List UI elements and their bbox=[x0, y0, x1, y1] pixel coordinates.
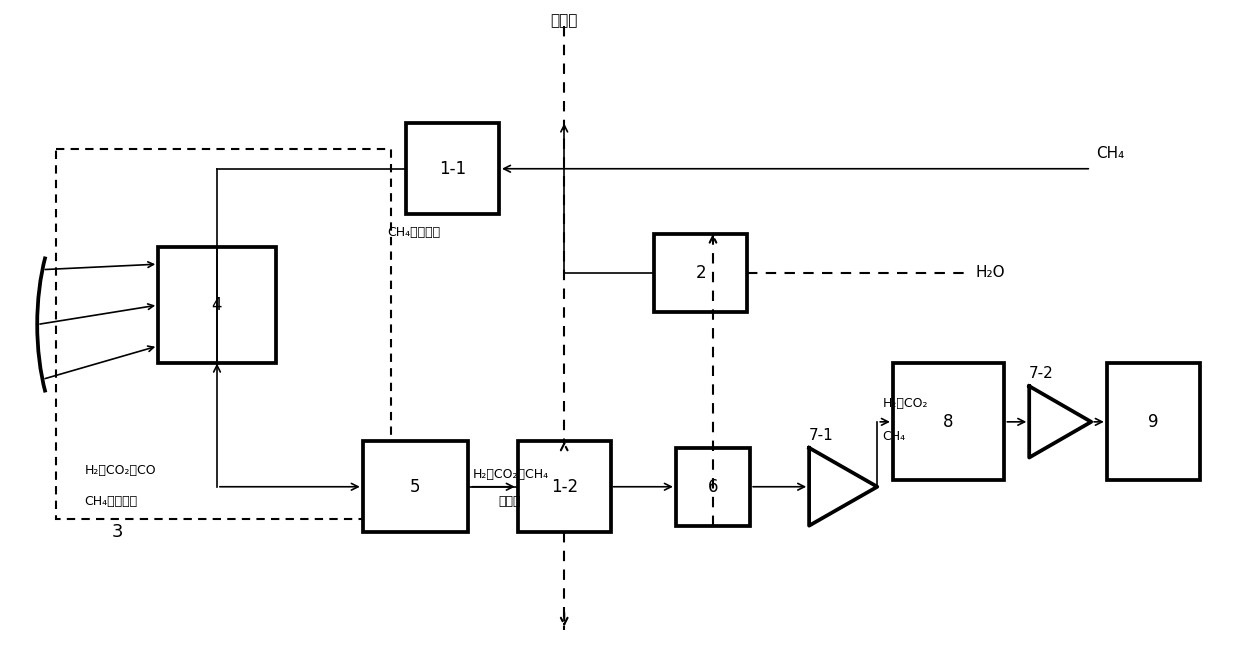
Text: CH₄: CH₄ bbox=[1096, 146, 1125, 161]
Text: 冷却水: 冷却水 bbox=[551, 13, 578, 28]
Bar bbox=[56, 149, 391, 519]
Text: 2: 2 bbox=[696, 263, 706, 282]
Text: 3: 3 bbox=[112, 523, 124, 541]
Text: 6: 6 bbox=[708, 478, 718, 496]
Text: CH₄: CH₄ bbox=[883, 430, 905, 443]
Text: H₂、CO₂、CH₄: H₂、CO₂、CH₄ bbox=[474, 468, 549, 481]
Text: 7-2: 7-2 bbox=[1029, 366, 1054, 381]
Bar bbox=[407, 123, 498, 214]
Text: 9: 9 bbox=[1148, 413, 1158, 431]
Bar bbox=[893, 363, 1004, 480]
Text: 8: 8 bbox=[944, 413, 954, 431]
Bar bbox=[159, 247, 275, 363]
Bar bbox=[1107, 363, 1200, 480]
Text: 5: 5 bbox=[410, 478, 420, 496]
Text: 1-2: 1-2 bbox=[551, 478, 578, 496]
Bar bbox=[676, 448, 750, 526]
Text: CH₄和水蒸气: CH₄和水蒸气 bbox=[387, 226, 440, 239]
Text: 4: 4 bbox=[212, 296, 222, 314]
Text: H₂、CO₂: H₂、CO₂ bbox=[883, 397, 928, 410]
Text: 1-1: 1-1 bbox=[439, 160, 466, 178]
Text: 水蒸气: 水蒸气 bbox=[498, 495, 521, 508]
Text: CH₄和水蒸气: CH₄和水蒸气 bbox=[84, 495, 138, 508]
Bar bbox=[363, 441, 469, 532]
Text: H₂、CO₂、CO: H₂、CO₂、CO bbox=[84, 464, 156, 477]
Text: H₂O: H₂O bbox=[975, 265, 1004, 280]
Bar bbox=[518, 441, 611, 532]
Bar bbox=[655, 234, 746, 312]
Text: 7-1: 7-1 bbox=[808, 428, 833, 443]
